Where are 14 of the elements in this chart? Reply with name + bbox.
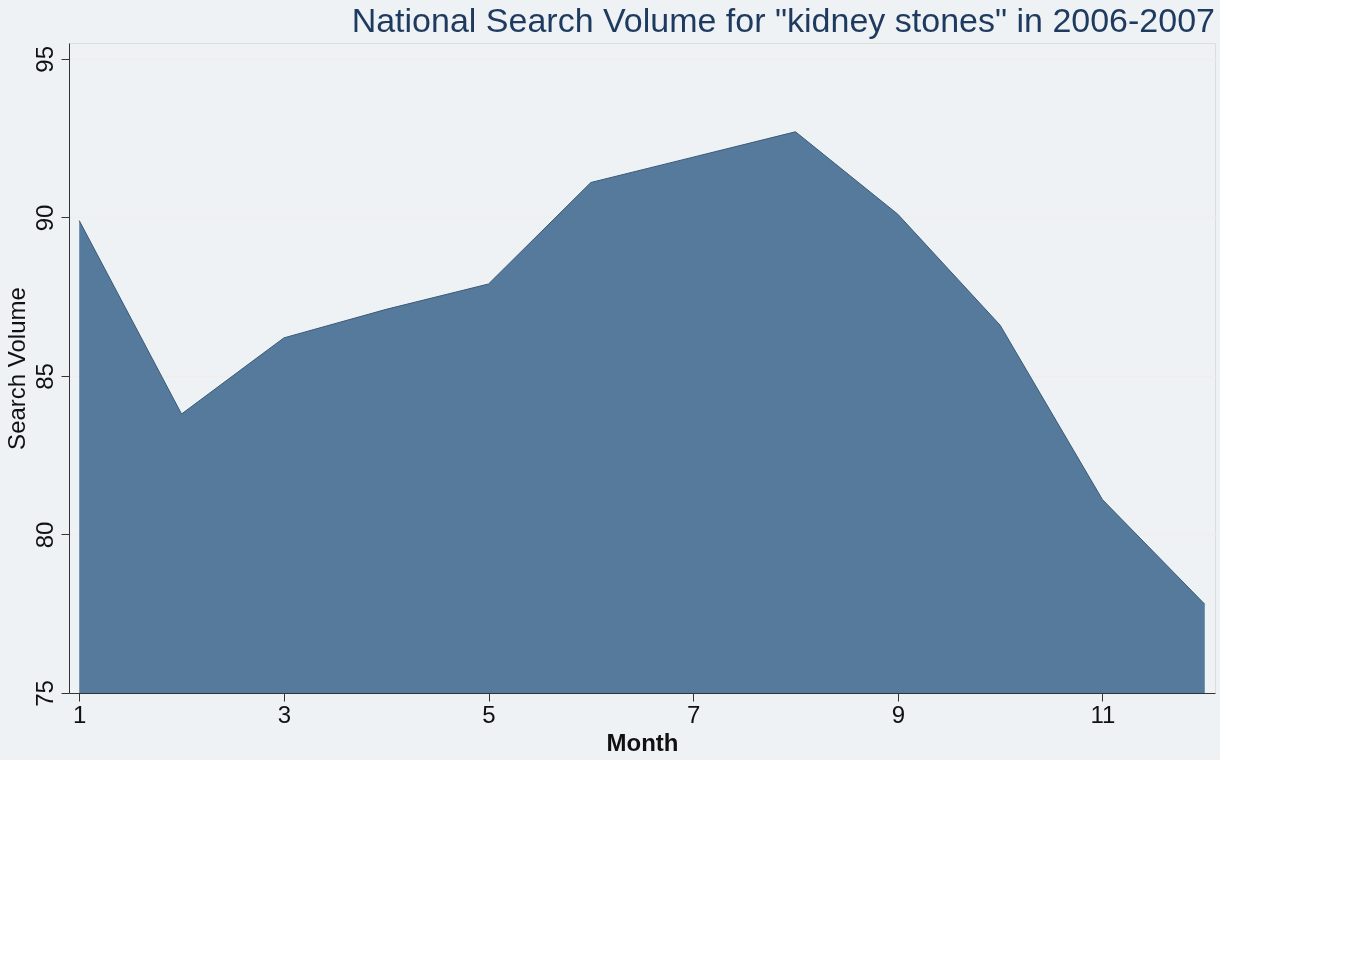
y-axis-title: Search Volume bbox=[2, 287, 30, 450]
x-tick-label: 7 bbox=[686, 700, 701, 728]
y-tick-label: 95 bbox=[30, 46, 58, 73]
x-axis-title: Month bbox=[606, 728, 679, 756]
chart-title: National Search Volume for "kidney stones" in 2006-2007 bbox=[351, 1, 1215, 39]
y-tick-label: 75 bbox=[30, 680, 58, 707]
x-tick-label: 5 bbox=[482, 700, 496, 728]
x-tick-label: 11 bbox=[1090, 700, 1116, 728]
y-tick-label: 85 bbox=[30, 363, 58, 390]
y-tick-label: 90 bbox=[30, 204, 58, 232]
y-tick-label: 80 bbox=[30, 521, 58, 549]
x-tick-label: 3 bbox=[277, 700, 292, 728]
x-tick-label: 9 bbox=[891, 700, 905, 728]
x-tick-label: 1 bbox=[73, 700, 87, 728]
